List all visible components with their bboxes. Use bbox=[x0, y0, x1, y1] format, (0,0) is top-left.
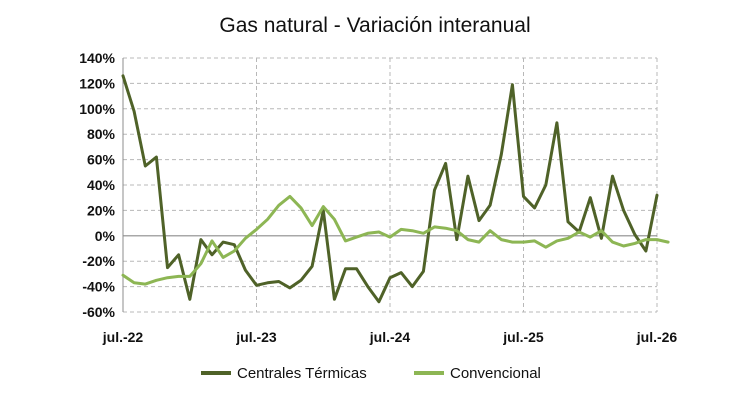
y-tick-label: -40% bbox=[82, 279, 115, 295]
legend-label: Convencional bbox=[450, 365, 541, 382]
tick-labels: -60% -40% -20% 0% 20% 40% 60% 80% 100% 120% 140% ju… bbox=[79, 50, 677, 345]
x-tick-label: jul.-25 bbox=[502, 329, 544, 345]
series-line-centrales-termicas bbox=[121, 74, 659, 304]
x-tick-label: jul.-24 bbox=[369, 329, 411, 345]
series-lines bbox=[121, 74, 670, 304]
y-tick-label: 100% bbox=[79, 101, 115, 117]
y-tick-label: 140% bbox=[79, 50, 115, 66]
y-tick-label: -60% bbox=[82, 304, 115, 320]
y-tick-label: 80% bbox=[87, 126, 116, 142]
series-line-convencional bbox=[121, 194, 670, 286]
y-tick-label: 20% bbox=[87, 202, 116, 218]
y-tick-label: -20% bbox=[82, 253, 115, 269]
legend-label: Centrales Térmicas bbox=[237, 365, 367, 382]
chart-title: Gas natural - Variación interanual bbox=[219, 14, 531, 37]
y-tick-label: 120% bbox=[79, 75, 115, 91]
x-tick-label: jul.-26 bbox=[636, 329, 678, 345]
y-tick-label: 0% bbox=[95, 228, 116, 244]
x-tick-label: jul.-23 bbox=[235, 329, 277, 345]
grid bbox=[123, 57, 658, 313]
legend: Centrales Térmicas Convencional bbox=[201, 365, 541, 382]
y-tick-label: 40% bbox=[87, 177, 116, 193]
legend-item-centrales-termicas: Centrales Térmicas bbox=[201, 365, 367, 382]
x-tick-label: jul.-22 bbox=[102, 329, 144, 345]
legend-item-convencional: Convencional bbox=[414, 365, 541, 382]
y-tick-label: 60% bbox=[87, 152, 116, 168]
